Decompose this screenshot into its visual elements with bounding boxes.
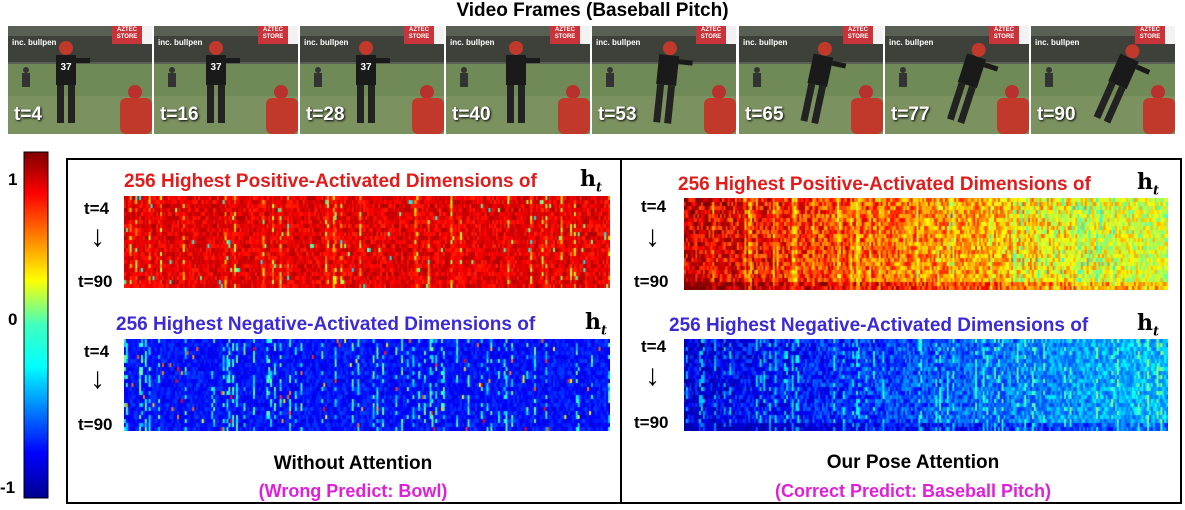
left-negative-ht-symbol: ht: [585, 309, 608, 339]
right-prediction: (Correct Predict: Baseball Pitch): [774, 481, 1052, 501]
frame-store-sign: AZTEC STORE: [700, 27, 722, 40]
right-positive-time-arrow: ↓: [645, 220, 660, 253]
right-negative-heatmap: [684, 339, 1168, 431]
frame-time-label: t=16: [160, 104, 199, 125]
left-negative-heatmap: [124, 339, 610, 431]
frame-sign-text: inc. bullpen: [596, 38, 641, 47]
video-frame: inc. bullpen AZTEC STORE t=53: [592, 26, 736, 134]
left-caption: Without Attention: [273, 453, 433, 474]
frame-store-sign: AZTEC STORE: [262, 27, 284, 40]
frame-jersey-number: 37: [360, 62, 372, 73]
frame-jersey-number: 37: [210, 62, 222, 73]
right-negative-title: 256 Highest Negative-Activated Dimension…: [669, 315, 1089, 336]
left-negative-time-arrow: ↓: [90, 362, 105, 395]
frame-store-sign: AZTEC STORE: [408, 27, 430, 40]
right-positive-t-end: t=90: [634, 272, 669, 291]
frame-store-sign: AZTEC STORE: [116, 27, 138, 40]
colorbar-mid-label: 0: [8, 310, 18, 329]
frame-sign-text: inc. bullpen: [889, 38, 934, 47]
left-negative-title: 256 Highest Negative-Activated Dimension…: [116, 314, 536, 335]
frame-sign-text: inc. bullpen: [1035, 38, 1080, 47]
frame-store-sign: AZTEC STORE: [847, 27, 869, 40]
panel-divider: [620, 158, 622, 504]
frame-time-label: t=77: [891, 104, 930, 125]
frame-sign-text: inc. bullpen: [12, 38, 57, 47]
video-frame: inc. bullpen AZTEC STORE 37 t=28: [300, 26, 444, 134]
right-caption: Our Pose Attention: [826, 452, 1000, 473]
colorbar: [4, 148, 52, 500]
right-positive-ht-symbol: ht: [1137, 169, 1160, 199]
frame-store-sign: AZTEC STORE: [993, 27, 1015, 40]
frame-sign-text: inc. bullpen: [450, 38, 495, 47]
left-positive-t-start: t=4: [84, 199, 110, 218]
frame-time-label: t=4: [14, 104, 42, 125]
video-frame: inc. bullpen AZTEC STORE t=65: [739, 26, 883, 134]
frame-time-label: t=65: [745, 104, 784, 125]
left-negative-t-start: t=4: [84, 342, 110, 361]
right-positive-t-start: t=4: [641, 197, 667, 216]
video-frame: inc. bullpen AZTEC STORE t=90: [1031, 26, 1175, 134]
right-negative-ht-symbol: ht: [1137, 310, 1160, 340]
frame-time-label: t=53: [598, 104, 637, 125]
left-negative-t-end: t=90: [78, 415, 113, 434]
left-positive-t-end: t=90: [78, 272, 113, 291]
frame-store-sign: AZTEC STORE: [554, 27, 576, 40]
frames-title: Video Frames (Baseball Pitch): [456, 0, 729, 21]
right-negative-time-arrow: ↓: [645, 359, 660, 392]
video-frame: inc. bullpen AZTEC STORE t=40: [446, 26, 590, 134]
frame-time-label: t=90: [1037, 104, 1076, 125]
colorbar-min-label: -1: [0, 478, 16, 497]
frame-sign-text: inc. bullpen: [158, 38, 203, 47]
video-frame: inc. bullpen AZTEC STORE 37 t=16: [154, 26, 298, 134]
left-positive-time-arrow: ↓: [90, 220, 105, 253]
right-positive-title: 256 Highest Positive-Activated Dimension…: [678, 174, 1091, 195]
right-negative-t-end: t=90: [634, 413, 669, 432]
left-positive-title: 256 Highest Positive-Activated Dimension…: [124, 171, 537, 192]
left-positive-ht-symbol: ht: [580, 166, 603, 196]
comparison-box: [66, 158, 1182, 504]
left-prediction: (Wrong Predict: Bowl): [258, 481, 448, 501]
frame-sign-text: inc. bullpen: [743, 38, 788, 47]
frame-jersey-number: 37: [60, 62, 72, 73]
right-negative-t-start: t=4: [641, 337, 667, 356]
video-frame: inc. bullpen AZTEC STORE 37 t=4: [8, 26, 152, 134]
colorbar-max-label: 1: [8, 170, 18, 189]
frame-time-label: t=40: [452, 104, 491, 125]
left-positive-heatmap: [124, 196, 610, 288]
frame-time-label: t=28: [306, 104, 345, 125]
right-positive-heatmap: [684, 198, 1168, 290]
frame-sign-text: inc. bullpen: [304, 38, 349, 47]
frame-store-sign: AZTEC STORE: [1139, 27, 1161, 40]
video-frame: inc. bullpen AZTEC STORE t=77: [885, 26, 1029, 134]
